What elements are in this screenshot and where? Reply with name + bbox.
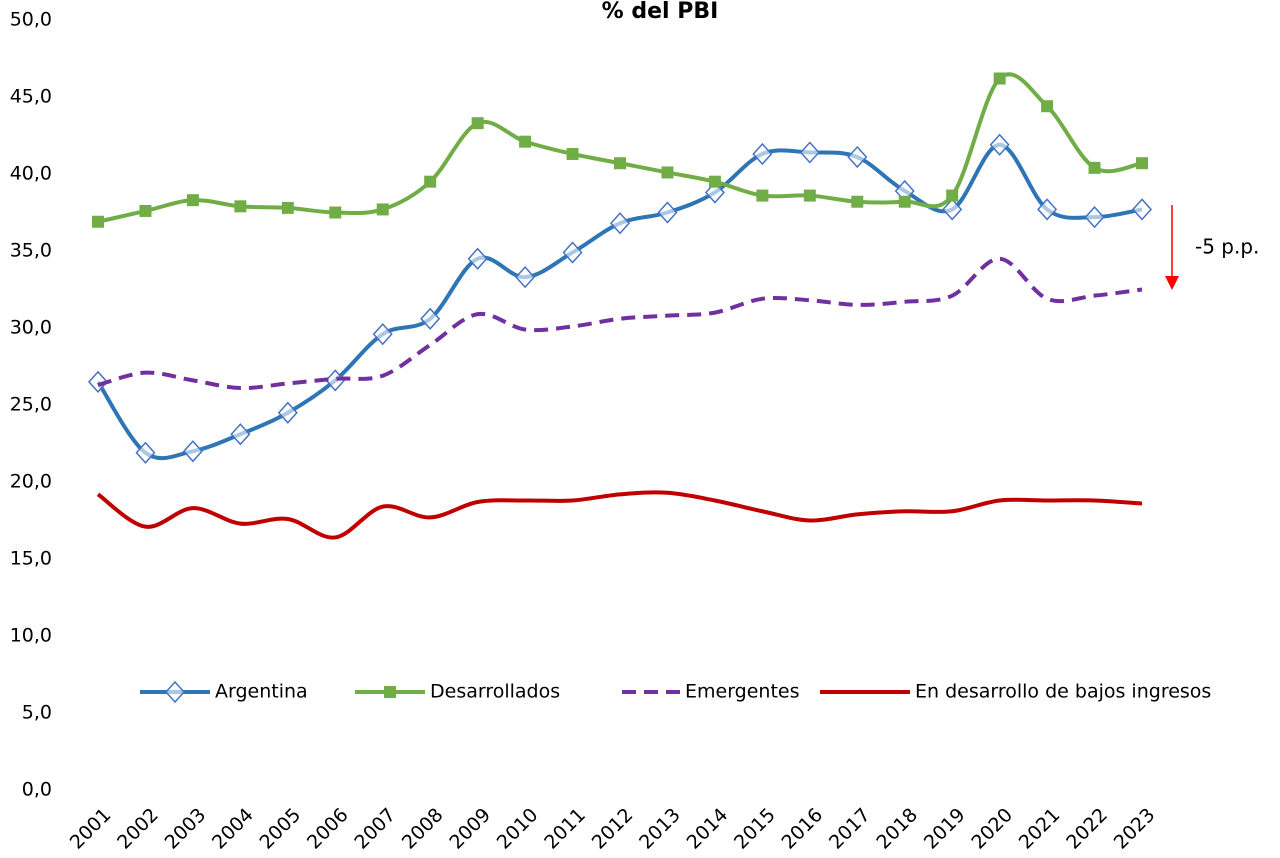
data-point xyxy=(708,175,721,188)
data-point xyxy=(661,166,674,179)
data-point xyxy=(799,141,820,164)
x-tick-label: 2021 xyxy=(1015,804,1065,854)
annotation: -5 p.p. xyxy=(1195,235,1259,259)
x-tick-label: 2012 xyxy=(588,804,638,854)
data-point xyxy=(519,135,532,148)
x-tick-label: 2010 xyxy=(493,804,543,854)
data-point xyxy=(92,215,104,228)
legend-label: Desarrollados xyxy=(430,681,560,703)
data-point xyxy=(1131,198,1153,221)
data-point xyxy=(372,323,393,346)
series-line xyxy=(96,142,1143,461)
data-point xyxy=(993,72,1006,85)
data-point xyxy=(1088,161,1101,174)
data-point xyxy=(851,195,864,208)
x-tick-label: 2016 xyxy=(777,804,827,854)
chart-title: % del PBI xyxy=(602,0,719,24)
data-point xyxy=(946,189,959,202)
legend-marker xyxy=(384,686,396,698)
annotation-arrowhead xyxy=(1165,276,1179,290)
data-point xyxy=(1084,205,1105,229)
x-tick-label: 2015 xyxy=(730,804,780,854)
data-point xyxy=(756,189,769,202)
data-point xyxy=(467,247,488,270)
y-tick-label: 30,0 xyxy=(10,317,52,339)
x-tick-label: 2002 xyxy=(113,804,163,854)
y-tick-label: 10,0 xyxy=(10,625,52,647)
y-tick-label: 50,0 xyxy=(10,9,52,31)
data-point xyxy=(135,441,156,464)
data-point xyxy=(230,423,251,446)
x-tick-label: 2017 xyxy=(825,804,875,854)
x-tick-label: 2019 xyxy=(920,804,970,854)
data-point xyxy=(471,117,484,130)
y-tick-label: 35,0 xyxy=(10,240,52,262)
y-tick-label: 20,0 xyxy=(10,471,52,493)
data-point xyxy=(562,241,583,264)
legend-label: Emergentes xyxy=(685,681,800,703)
x-tick-label: 2020 xyxy=(967,804,1017,854)
data-point xyxy=(609,212,631,235)
data-point xyxy=(942,198,963,221)
data-point xyxy=(139,204,152,217)
y-tick-label: 45,0 xyxy=(10,86,52,108)
data-point xyxy=(420,307,441,330)
series-line xyxy=(96,490,1143,540)
x-tick-label: 2001 xyxy=(66,804,116,854)
y-tick-label: 0,0 xyxy=(22,779,52,801)
data-point xyxy=(803,189,816,202)
data-point xyxy=(1041,100,1054,113)
data-point xyxy=(329,206,342,219)
x-tick-label: 2008 xyxy=(398,804,448,854)
x-tick-label: 2011 xyxy=(540,804,590,854)
x-tick-label: 2013 xyxy=(635,804,685,854)
data-point xyxy=(376,203,389,216)
data-point xyxy=(281,201,294,214)
legend-marker xyxy=(164,680,186,704)
x-tick-label: 2022 xyxy=(1062,804,1112,854)
y-tick-label: 5,0 xyxy=(22,702,52,724)
data-point xyxy=(1136,157,1148,170)
data-point xyxy=(1037,198,1058,221)
x-tick-label: 2004 xyxy=(208,804,258,854)
x-tick-label: 2014 xyxy=(683,804,733,854)
x-tick-label: 2006 xyxy=(303,804,353,854)
data-point xyxy=(847,145,868,169)
data-point xyxy=(752,142,773,166)
legend-label: En desarrollo de bajos ingresos xyxy=(915,681,1211,703)
x-tick-label: 2007 xyxy=(350,804,400,854)
x-tick-label: 2009 xyxy=(445,804,495,854)
data-point xyxy=(566,147,579,160)
data-point xyxy=(989,133,1010,156)
data-point xyxy=(277,401,298,424)
data-point xyxy=(657,201,678,224)
y-tick-label: 25,0 xyxy=(10,394,52,416)
data-point xyxy=(515,266,536,289)
data-point xyxy=(614,157,626,170)
series-line xyxy=(97,72,1143,224)
data-point xyxy=(898,195,911,208)
data-point xyxy=(87,370,109,394)
data-point xyxy=(186,194,199,207)
x-tick-label: 2005 xyxy=(255,804,305,854)
x-tick-label: 2018 xyxy=(872,804,922,854)
series-line xyxy=(97,256,1143,391)
legend-label: Argentina xyxy=(215,681,308,703)
y-tick-label: 40,0 xyxy=(10,163,52,185)
data-point xyxy=(234,200,247,213)
data-point xyxy=(424,175,437,188)
x-tick-label: 2003 xyxy=(161,804,211,854)
x-tick-label: 2023 xyxy=(1110,804,1160,854)
data-point xyxy=(182,440,203,463)
y-tick-label: 15,0 xyxy=(10,548,52,570)
